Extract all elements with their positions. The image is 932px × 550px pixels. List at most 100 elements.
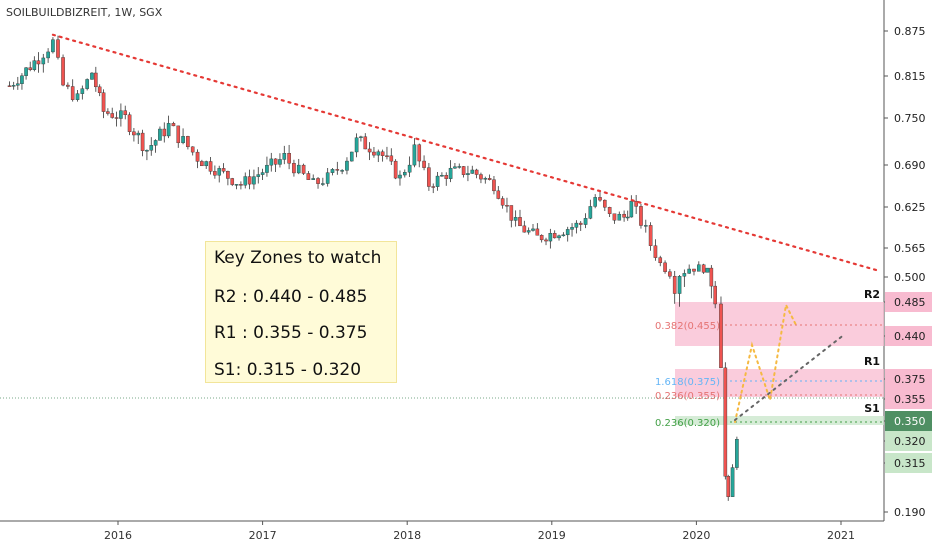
y-tick-label: 0.625 bbox=[894, 201, 926, 214]
candle-body bbox=[97, 86, 102, 93]
y-tick-label: 0.690 bbox=[894, 159, 926, 172]
y-tick-box bbox=[885, 292, 932, 312]
candle-body bbox=[380, 151, 385, 156]
candle-body bbox=[234, 184, 239, 186]
candle-body bbox=[195, 151, 200, 162]
candle-body bbox=[306, 173, 311, 180]
candle-body bbox=[648, 225, 653, 246]
candle-body bbox=[444, 175, 449, 179]
candle-body bbox=[593, 197, 597, 207]
candle-body bbox=[301, 164, 306, 174]
candle-body bbox=[181, 136, 185, 144]
candle-body bbox=[461, 166, 466, 175]
candle-body bbox=[316, 178, 320, 184]
projection-path bbox=[734, 301, 797, 423]
candle-body bbox=[522, 225, 527, 233]
y-tick-box bbox=[885, 369, 932, 389]
candle-body bbox=[247, 176, 252, 185]
candle-body bbox=[376, 151, 381, 156]
candle-body bbox=[407, 164, 412, 173]
y-tick-label: 0.350 bbox=[894, 415, 926, 428]
candle-body bbox=[20, 75, 24, 84]
candle-body bbox=[367, 148, 372, 153]
candle-body bbox=[239, 184, 243, 186]
candle-body bbox=[230, 178, 235, 185]
x-tick-label: 2017 bbox=[249, 529, 277, 542]
y-tick-label: 0.875 bbox=[894, 25, 926, 38]
r2-zone-label: R2 bbox=[864, 288, 880, 301]
candle-body bbox=[417, 144, 422, 162]
candle-body bbox=[325, 172, 330, 184]
candle-body bbox=[330, 169, 335, 173]
candle-body bbox=[372, 151, 376, 156]
candle-body bbox=[723, 367, 728, 477]
candle-body bbox=[561, 234, 566, 237]
candle-body bbox=[153, 140, 158, 146]
candle-body bbox=[709, 267, 714, 287]
candle-body bbox=[398, 174, 402, 179]
candle-body bbox=[171, 123, 176, 127]
candle-body bbox=[500, 198, 505, 206]
candle-body bbox=[726, 476, 731, 497]
candle-body bbox=[321, 183, 325, 185]
candle-body bbox=[119, 110, 123, 119]
candle-body bbox=[132, 131, 136, 136]
candle-body bbox=[557, 235, 561, 239]
candle-body bbox=[625, 216, 630, 219]
x-tick-label: 2020 bbox=[682, 529, 710, 542]
candle-body bbox=[16, 83, 20, 86]
candle-body bbox=[204, 161, 209, 167]
candle-body bbox=[24, 67, 28, 76]
candle-body bbox=[658, 257, 663, 264]
candle-body bbox=[110, 113, 115, 118]
candle-body bbox=[612, 213, 617, 221]
candle-body bbox=[583, 218, 588, 225]
candle-body bbox=[431, 186, 436, 188]
candle-body bbox=[363, 136, 368, 150]
candle-body bbox=[570, 227, 574, 230]
candle-body bbox=[190, 146, 195, 153]
candle-body bbox=[653, 245, 658, 258]
candle-body bbox=[273, 158, 278, 165]
candle-body bbox=[578, 222, 583, 225]
y-tick-label: 0.500 bbox=[894, 271, 926, 284]
candle-body bbox=[735, 439, 739, 468]
r1-zone-label: R1 bbox=[864, 355, 880, 368]
candle-body bbox=[354, 137, 359, 153]
r1-zone bbox=[675, 369, 884, 397]
candle-body bbox=[287, 153, 291, 164]
candle-body bbox=[208, 161, 213, 172]
y-tick-box bbox=[885, 389, 932, 409]
candle-body bbox=[94, 72, 98, 88]
candle-body bbox=[278, 159, 282, 165]
candle-body bbox=[46, 51, 50, 59]
candle-body bbox=[701, 264, 706, 273]
candle-body bbox=[697, 264, 701, 272]
candle-body bbox=[629, 200, 634, 218]
key-zone-r2: R2 : 0.440 - 0.485 bbox=[214, 287, 368, 307]
fib-label: 1.618(0.375) bbox=[655, 377, 720, 388]
candle-body bbox=[85, 79, 89, 89]
candle-body bbox=[345, 160, 349, 171]
candle-body bbox=[663, 262, 667, 272]
candle-body bbox=[7, 85, 12, 87]
candle-body bbox=[66, 84, 70, 87]
candle-body bbox=[11, 85, 16, 87]
candle-body bbox=[226, 171, 230, 179]
candle-body bbox=[70, 86, 75, 100]
key-zones-heading: Key Zones to watch bbox=[214, 248, 382, 268]
candle-body bbox=[282, 153, 287, 160]
candle-body bbox=[496, 190, 501, 199]
candle-body bbox=[349, 151, 354, 162]
candle-body bbox=[509, 205, 514, 221]
candle-body bbox=[544, 239, 548, 242]
candle-body bbox=[145, 150, 149, 152]
y-tick-label: 0.750 bbox=[894, 112, 926, 125]
y-tick-label: 0.375 bbox=[894, 373, 926, 386]
candle-body bbox=[389, 155, 394, 162]
candle-body bbox=[518, 217, 522, 227]
chart-title: SOILBUILDBIZREIT, 1W, SGX bbox=[6, 6, 163, 19]
candle-body bbox=[692, 268, 696, 272]
candle-body bbox=[598, 197, 602, 201]
